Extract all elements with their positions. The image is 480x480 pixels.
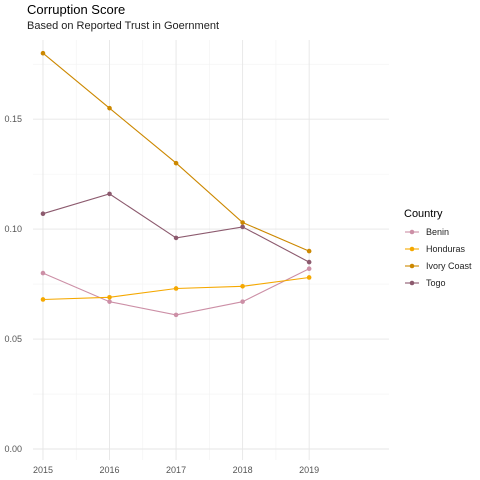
data-point (240, 220, 245, 225)
data-point (173, 160, 179, 166)
data-point (107, 299, 112, 304)
data-point (173, 286, 179, 291)
data-point (306, 275, 312, 280)
legend-key-point (409, 280, 415, 286)
data-point (306, 248, 312, 254)
y-axis: 0.00 0.05 0.10 0.15 (4, 114, 22, 454)
legend-key-point (409, 246, 415, 252)
data-point (40, 50, 46, 56)
data-point (40, 270, 46, 276)
x-axis: 2015 2016 2017 2018 2019 (33, 465, 319, 475)
x-tick-label: 2017 (166, 465, 186, 475)
data-point (173, 312, 179, 318)
legend-key-point (409, 263, 415, 269)
legend-label: Honduras (426, 244, 466, 254)
legend: Country Benin Honduras Ivory Coast Togo (404, 208, 472, 288)
legend-title: Country (404, 208, 443, 220)
y-tick-label: 0.05 (4, 334, 22, 344)
x-tick-label: 2015 (33, 465, 53, 475)
data-point (306, 266, 312, 271)
series-points (40, 50, 312, 318)
data-point (40, 211, 46, 217)
legend-key-point (409, 229, 415, 235)
legend-label: Benin (426, 227, 449, 237)
data-point (173, 235, 179, 241)
data-point (107, 191, 112, 197)
data-point (107, 294, 112, 300)
y-tick-label: 0.00 (4, 444, 22, 454)
data-point (240, 283, 245, 289)
grid (33, 40, 389, 460)
x-tick-label: 2019 (299, 465, 319, 475)
chart-subtitle: Based on Reported Trust in Goernment (27, 20, 219, 32)
data-point (107, 105, 112, 111)
y-tick-label: 0.10 (4, 224, 22, 234)
legend-label: Togo (426, 278, 446, 288)
chart-title: Corruption Score (27, 2, 126, 17)
data-point (240, 224, 245, 230)
y-tick-label: 0.15 (4, 114, 22, 124)
data-point (240, 299, 245, 304)
data-point (306, 259, 312, 265)
legend-label: Ivory Coast (426, 261, 472, 271)
x-tick-label: 2016 (100, 465, 120, 475)
data-point (40, 297, 46, 302)
x-tick-label: 2018 (233, 465, 253, 475)
